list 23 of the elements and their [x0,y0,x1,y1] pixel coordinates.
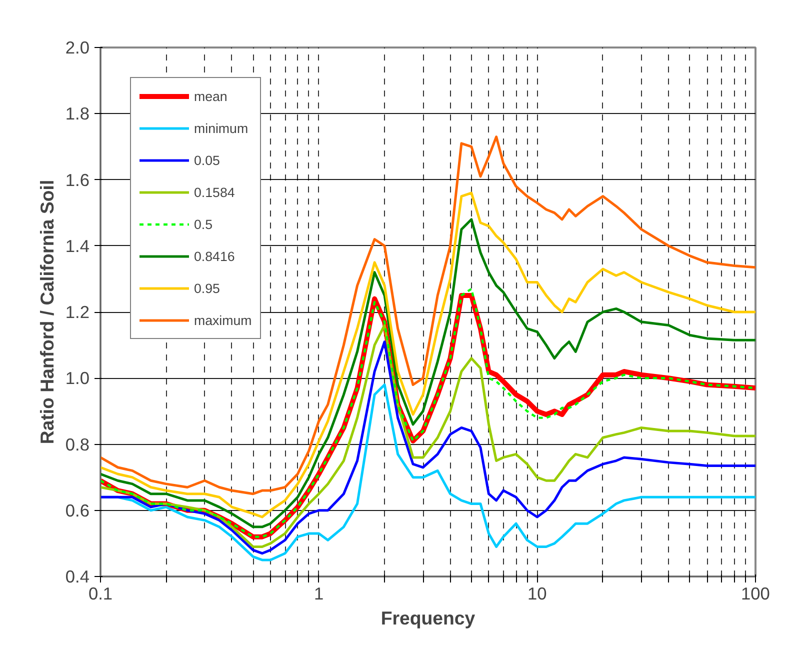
x-tick-label: 100 [741,584,770,604]
y-tick-label: 0.4 [65,566,90,586]
y-axis-title: Ratio Hanford / California Soil [36,180,58,444]
legend-label: 0.95 [194,280,220,296]
legend-label: minimum [194,120,248,136]
y-tick-label: 1.8 [65,104,90,124]
legend-label: 0.8416 [194,248,235,264]
x-axis-title: Frequency [380,608,476,628]
legend-label: 0.1584 [194,184,235,200]
x-tick-label: 1 [314,584,324,604]
legend-label: mean [194,88,228,104]
legend-label: 0.5 [194,216,214,232]
y-tick-label: 1.0 [65,368,90,388]
y-tick-label: 1.4 [65,236,90,256]
y-tick-label: 2.0 [65,38,90,58]
legend-label: maximum [194,312,252,328]
y-tick-label: 0.6 [65,500,90,520]
y-tick-label: 0.8 [65,434,90,454]
x-tick-label: 0.1 [88,584,113,604]
x-tick-label: 10 [528,584,547,604]
y-tick-label: 1.6 [65,170,90,190]
y-tick-label: 1.2 [65,302,90,322]
legend-label: 0.05 [194,152,220,168]
